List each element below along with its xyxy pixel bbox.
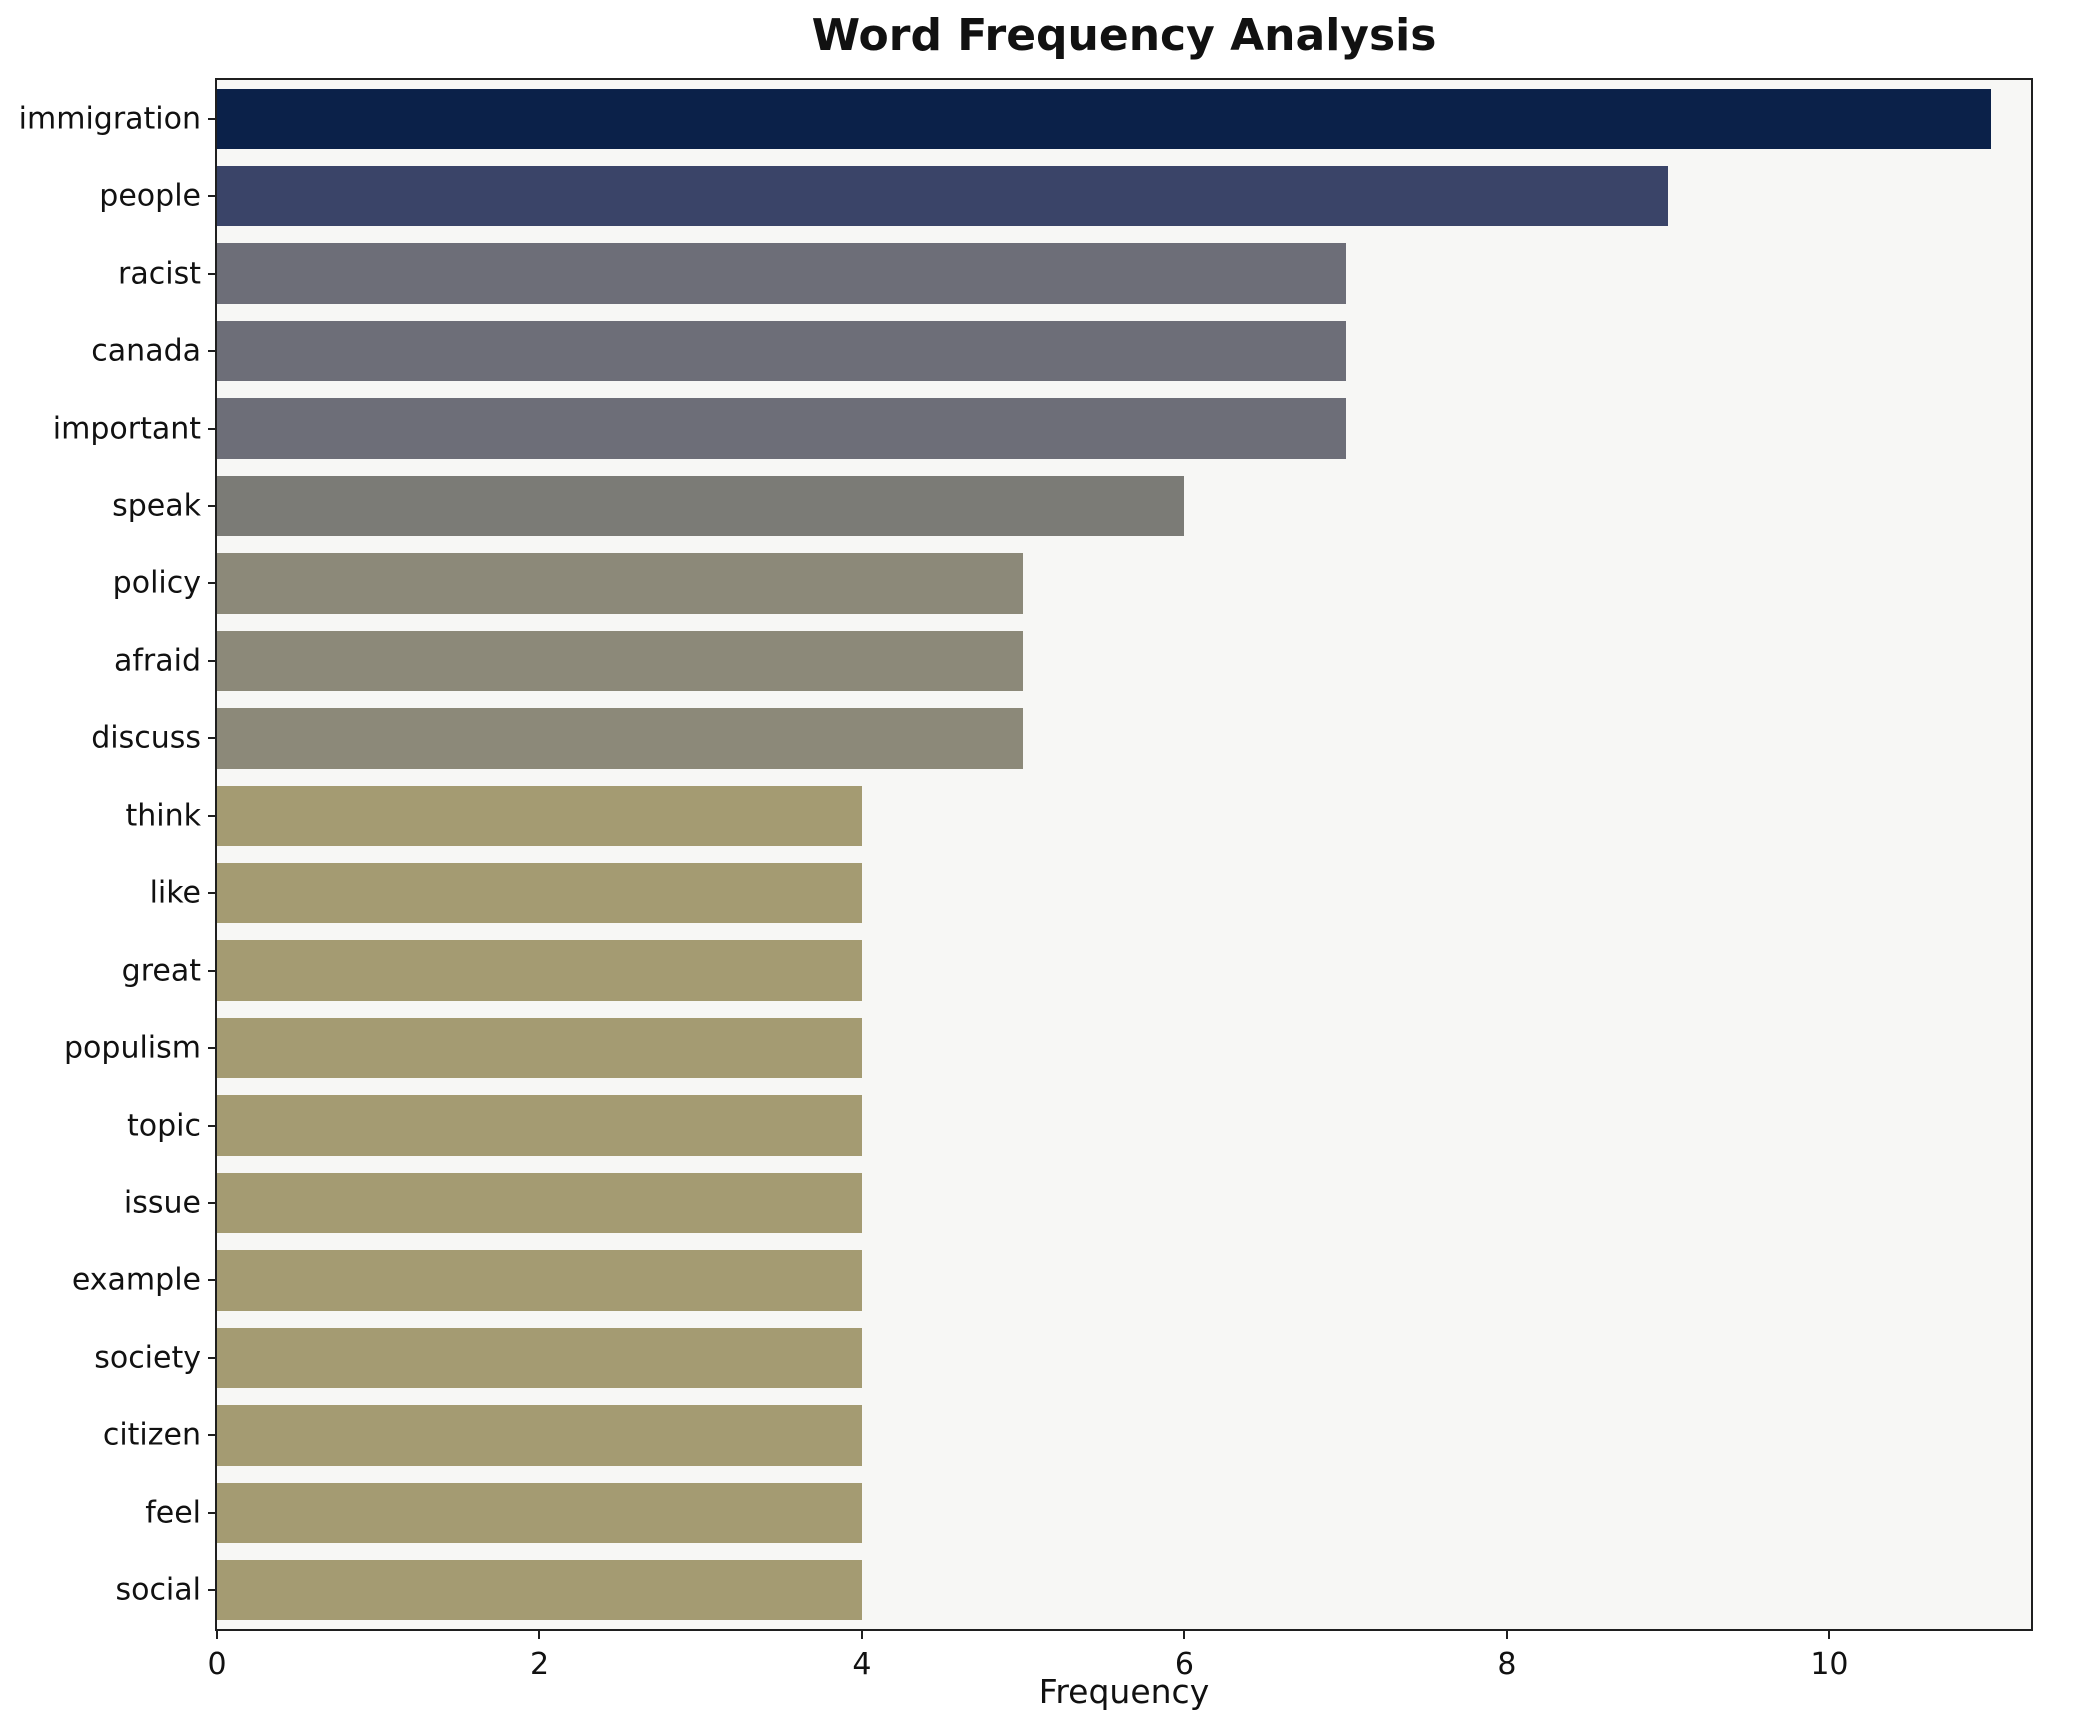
- y-tick-label-topic: topic: [127, 1108, 201, 1144]
- bar-citizen: [217, 1405, 862, 1466]
- y-tick-mark-speak: [208, 504, 217, 507]
- bar-policy: [217, 553, 1024, 614]
- y-tick-mark-think: [208, 814, 217, 817]
- bar-topic: [217, 1095, 862, 1156]
- bar-society: [217, 1327, 862, 1389]
- bar-people: [217, 165, 1669, 227]
- bar-afraid: [217, 630, 1024, 692]
- x-tick-mark-2: [538, 1629, 541, 1639]
- y-tick-mark-society: [208, 1356, 217, 1359]
- y-tick-mark-afraid: [208, 659, 217, 662]
- y-tick-mark-topic: [208, 1124, 217, 1127]
- y-tick-mark-canada: [208, 350, 217, 353]
- y-tick-label-feel: feel: [145, 1495, 201, 1531]
- y-tick-mark-policy: [208, 582, 217, 585]
- bar-discuss: [217, 708, 1024, 769]
- x-axis-label: Frequency: [1038, 1672, 1210, 1711]
- bar-speak: [217, 475, 1185, 537]
- x-tick-label-8: 8: [1497, 1647, 1517, 1682]
- y-tick-mark-issue: [208, 1202, 217, 1205]
- bar-think: [217, 785, 862, 846]
- x-tick-mark-10: [1828, 1629, 1831, 1639]
- bar-feel: [217, 1482, 862, 1544]
- x-tick-label-10: 10: [1810, 1647, 1849, 1682]
- y-tick-label-people: people: [99, 178, 201, 214]
- bar-important: [217, 398, 1346, 459]
- y-tick-label-like: like: [149, 875, 201, 911]
- y-tick-label-issue: issue: [123, 1185, 201, 1221]
- y-tick-mark-racist: [208, 272, 217, 275]
- x-tick-label-2: 2: [529, 1647, 550, 1682]
- y-tick-label-policy: policy: [112, 565, 201, 601]
- y-tick-label-racist: racist: [118, 256, 201, 292]
- bar-populism: [217, 1017, 862, 1079]
- y-tick-mark-great: [208, 969, 217, 972]
- y-tick-label-discuss: discuss: [91, 720, 201, 756]
- y-tick-label-citizen: citizen: [102, 1417, 201, 1453]
- bar-immigration: [217, 88, 1991, 149]
- y-tick-label-afraid: afraid: [113, 643, 201, 679]
- x-tick-mark-8: [1505, 1629, 1508, 1639]
- y-tick-mark-like: [208, 892, 217, 895]
- y-tick-label-society: society: [94, 1340, 201, 1376]
- y-tick-label-great: great: [121, 953, 201, 989]
- y-tick-label-populism: populism: [64, 1030, 201, 1066]
- y-tick-label-speak: speak: [112, 488, 201, 524]
- x-tick-mark-4: [860, 1629, 863, 1639]
- y-tick-mark-important: [208, 427, 217, 430]
- y-tick-mark-people: [208, 195, 217, 198]
- y-tick-label-important: important: [52, 411, 201, 447]
- y-tick-mark-citizen: [208, 1434, 217, 1437]
- bar-great: [217, 940, 862, 1001]
- y-tick-mark-immigration: [208, 117, 217, 120]
- x-tick-label-0: 0: [207, 1647, 227, 1682]
- y-tick-label-immigration: immigration: [18, 101, 201, 137]
- x-tick-label-6: 6: [1174, 1647, 1194, 1682]
- y-tick-label-example: example: [71, 1262, 201, 1298]
- bar-like: [217, 863, 862, 924]
- bar-racist: [217, 243, 1346, 304]
- x-tick-label-4: 4: [852, 1647, 872, 1682]
- x-tick-mark-6: [1183, 1629, 1186, 1639]
- x-tick-mark-0: [216, 1629, 218, 1639]
- y-tick-label-think: think: [125, 798, 202, 834]
- y-tick-mark-example: [208, 1279, 217, 1282]
- bar-social: [217, 1560, 862, 1621]
- bar-example: [217, 1250, 862, 1311]
- y-tick-label-canada: canada: [91, 333, 201, 369]
- chart-title: Word Frequency Analysis: [811, 10, 1437, 61]
- y-tick-mark-discuss: [208, 737, 217, 740]
- bar-issue: [217, 1172, 862, 1234]
- y-tick-label-social: social: [115, 1572, 201, 1608]
- y-tick-mark-populism: [208, 1047, 217, 1050]
- y-tick-mark-feel: [208, 1511, 217, 1514]
- y-tick-mark-social: [208, 1589, 217, 1592]
- plot-area: immigration people racist canada important sp…: [19, 78, 2033, 1682]
- bar-canada: [217, 320, 1346, 382]
